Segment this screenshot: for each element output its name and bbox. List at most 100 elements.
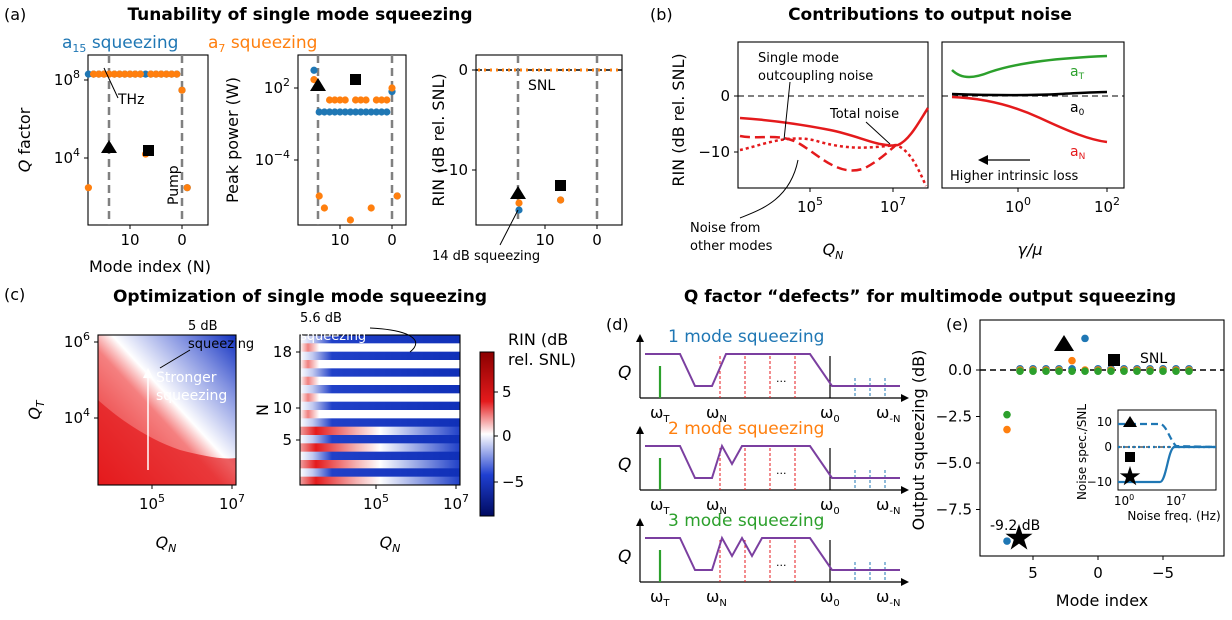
omega-sub: 0 [833, 506, 839, 517]
data-point [352, 108, 360, 116]
omega-sub: -N [889, 598, 900, 609]
inset-xtick-1e7: 107 [1166, 493, 1186, 508]
omega-symbol: ω [820, 403, 833, 422]
xtick-1e7: 107 [443, 492, 469, 513]
data-point [1003, 425, 1011, 434]
data-point [1172, 367, 1180, 376]
omega-sub: 0 [833, 598, 839, 609]
data-point [320, 108, 328, 116]
data-point [315, 108, 323, 116]
axes-b-left [737, 41, 929, 189]
inset-xtick-1e0: 100 [1114, 493, 1134, 508]
data-point [326, 96, 334, 104]
omega-sub: N [719, 506, 726, 517]
lab-aT: aT [1070, 64, 1085, 82]
ytick-label: 0.0 [948, 361, 972, 379]
ytick-m10: −10 [698, 143, 730, 161]
inset: 10 0 −10 100 107 Noise freq. (Hz) Noise … [1075, 404, 1221, 523]
omega-label: ωT [650, 403, 670, 425]
ann-single-1: Single mode [758, 51, 839, 66]
heatmap-stripe [300, 385, 460, 394]
inset-solid [1118, 445, 1216, 484]
c-xlabel-right: QN [380, 533, 401, 555]
axes-a-rin [475, 54, 623, 226]
heatmap-stripe [300, 351, 460, 361]
ytick-1e-4: 10−4 [255, 148, 290, 169]
omega-symbol: ω [706, 587, 719, 606]
axis-arrowhead [901, 578, 909, 586]
axes-b-right [941, 41, 1125, 189]
data-point [372, 96, 380, 104]
omega-label: ωT [650, 587, 670, 609]
chart-c-right: 5.6 dB squeezing 18 10 5 105 107 N QN [253, 311, 469, 555]
data-point [1081, 367, 1089, 376]
data-point [84, 70, 92, 78]
a-q-ylabel: Q factor [15, 107, 34, 172]
q-label: Q [618, 363, 631, 383]
data-point [336, 108, 344, 116]
omega-symbol: ω [650, 587, 663, 606]
data-point [1003, 537, 1011, 545]
data-point [341, 108, 349, 116]
data-point [1120, 367, 1128, 376]
data-point [152, 70, 160, 78]
omega-sub: N [719, 414, 726, 425]
data-point [310, 76, 318, 84]
ann-snl: SNL [528, 78, 555, 94]
panel-b-title: Contributions to output noise [788, 5, 1072, 25]
data-point [315, 192, 323, 200]
ann-5db-2: squeezing [188, 337, 254, 352]
data-point [367, 204, 375, 212]
ytick-m10: −10 [436, 161, 468, 179]
data-point [331, 108, 339, 116]
other-modes-line [739, 134, 897, 172]
data-point [362, 108, 370, 116]
square-marker [350, 74, 361, 85]
omega-symbol: ω [650, 403, 663, 422]
q-profile [645, 353, 900, 387]
heatmap-stripe [300, 343, 460, 353]
data-point [393, 192, 401, 200]
omega-label: ω-N [876, 495, 901, 517]
xtick-10: 10 [330, 231, 349, 249]
data-point [1081, 334, 1089, 343]
omega-label: ω-N [876, 403, 901, 425]
aT-line [951, 54, 1108, 79]
heatmap-stripe [300, 435, 460, 444]
triangle-marker [310, 78, 326, 91]
triangle-marker [510, 186, 526, 199]
xtick-m5: −5 [1152, 564, 1174, 582]
data-point [357, 108, 365, 116]
data-point [1016, 367, 1024, 376]
ann-56db-1: 5.6 dB [300, 311, 342, 326]
pointer-total [865, 121, 891, 145]
data-point [1068, 356, 1076, 365]
data-point [131, 70, 139, 78]
ann-snl-e: SNL [1140, 351, 1167, 367]
a-power-points [310, 66, 401, 224]
panel-e-label: (e) [946, 315, 968, 334]
ytick-1e8: 108 [54, 68, 80, 89]
ytick-label: −2.5 [936, 408, 972, 426]
axes-c-left [97, 334, 237, 486]
q-label: Q [618, 455, 631, 475]
b-ylabel: RIN (dB rel. SNL) [669, 53, 688, 186]
data-point [1003, 410, 1011, 419]
xtick-0: 0 [1093, 564, 1103, 582]
cbar-tick-0: 0 [502, 427, 512, 445]
heatmap-stripe [300, 376, 460, 386]
data-point [178, 86, 186, 94]
data-point [357, 96, 365, 104]
omega-symbol: ω [706, 495, 719, 514]
lab-a0: a0 [1070, 100, 1085, 118]
xtick-0: 0 [387, 231, 397, 249]
axis-arrowhead [901, 394, 909, 402]
q-label: Q [618, 547, 631, 567]
legend-a7: a7 squeezing [208, 33, 317, 55]
data-point [116, 70, 124, 78]
